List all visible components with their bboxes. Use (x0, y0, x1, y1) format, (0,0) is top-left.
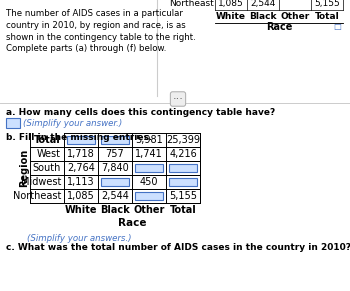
FancyBboxPatch shape (135, 164, 163, 172)
Text: 2,544: 2,544 (101, 191, 129, 201)
Text: Other: Other (280, 12, 310, 21)
Text: 1,741: 1,741 (135, 149, 163, 159)
FancyBboxPatch shape (135, 192, 163, 200)
Text: Total: Total (34, 135, 61, 145)
Text: 5,155: 5,155 (169, 191, 197, 201)
Text: Midwest: Midwest (21, 177, 61, 187)
Text: Total: Total (315, 12, 340, 21)
Text: a. How many cells does this contingency table have?: a. How many cells does this contingency … (6, 108, 275, 117)
Text: White: White (216, 12, 246, 21)
Text: 1,113: 1,113 (67, 177, 95, 187)
Text: b. Fill in the missing entries.: b. Fill in the missing entries. (6, 133, 152, 142)
Text: (Simplify your answers.): (Simplify your answers.) (27, 234, 132, 243)
FancyBboxPatch shape (6, 118, 20, 128)
Text: 5,981: 5,981 (135, 135, 163, 145)
Text: (Simplify your answer.): (Simplify your answer.) (23, 118, 122, 127)
Text: 2,544: 2,544 (250, 0, 276, 8)
Text: 2,764: 2,764 (67, 163, 95, 173)
Text: Race: Race (266, 22, 292, 32)
Text: The number of AIDS cases in a particular
country in 2010, by region and race, is: The number of AIDS cases in a particular… (6, 9, 196, 54)
Text: Region: Region (19, 149, 29, 187)
Text: 5,155: 5,155 (314, 0, 340, 8)
Text: Black: Black (249, 12, 277, 21)
FancyBboxPatch shape (101, 178, 129, 186)
Text: Total: Total (170, 205, 196, 215)
Text: ···: ··· (173, 94, 183, 104)
Text: 1,085: 1,085 (67, 191, 95, 201)
Text: □: □ (333, 22, 341, 31)
Text: 25,399: 25,399 (166, 135, 200, 145)
Text: South: South (33, 163, 61, 173)
Text: Northeast: Northeast (13, 191, 61, 201)
Text: Other: Other (133, 205, 165, 215)
Text: 450: 450 (140, 177, 158, 187)
Text: 757: 757 (106, 149, 124, 159)
Text: Black: Black (100, 205, 130, 215)
FancyBboxPatch shape (67, 136, 95, 144)
Text: West: West (37, 149, 61, 159)
FancyBboxPatch shape (169, 164, 197, 172)
Text: Northeast: Northeast (169, 0, 214, 8)
FancyBboxPatch shape (169, 178, 197, 186)
Text: c. What was the total number of AIDS cases in the country in 2010?: c. What was the total number of AIDS cas… (6, 243, 350, 252)
Text: 1,718: 1,718 (67, 149, 95, 159)
FancyBboxPatch shape (101, 136, 129, 144)
Text: 4,216: 4,216 (169, 149, 197, 159)
Text: Race: Race (118, 218, 146, 228)
Text: 1,085: 1,085 (218, 0, 244, 8)
Text: White: White (65, 205, 97, 215)
Text: 7,840: 7,840 (101, 163, 129, 173)
